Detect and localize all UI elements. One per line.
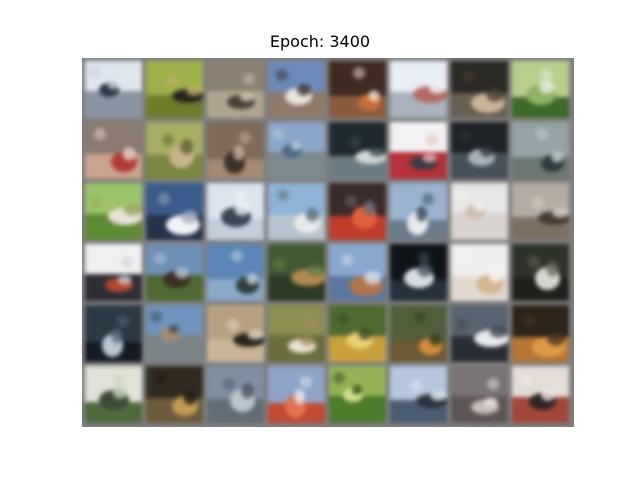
generated-sample [329, 305, 386, 362]
generated-sample [451, 122, 508, 179]
generated-sample [268, 244, 325, 301]
generated-sample [146, 305, 203, 362]
generated-sample [390, 366, 447, 423]
generated-sample [512, 366, 569, 423]
generated-sample [146, 183, 203, 240]
generated-sample [451, 305, 508, 362]
generated-sample [268, 61, 325, 118]
generated-sample [146, 366, 203, 423]
generated-sample [329, 366, 386, 423]
generated-sample [207, 122, 264, 179]
generated-sample [85, 305, 142, 362]
generated-sample [85, 183, 142, 240]
generated-sample [390, 122, 447, 179]
generated-sample [512, 183, 569, 240]
generated-sample [146, 244, 203, 301]
generated-sample [207, 183, 264, 240]
sample-grid [82, 58, 574, 427]
generated-sample [390, 61, 447, 118]
generated-sample [512, 61, 569, 118]
generated-sample [512, 122, 569, 179]
generated-sample [85, 122, 142, 179]
generated-sample [451, 183, 508, 240]
generated-sample [85, 61, 142, 118]
generated-sample [451, 61, 508, 118]
generated-sample [268, 183, 325, 240]
generated-sample [451, 244, 508, 301]
generated-sample [85, 244, 142, 301]
generated-sample [329, 244, 386, 301]
generated-sample [329, 122, 386, 179]
generated-sample [146, 61, 203, 118]
generated-sample [268, 122, 325, 179]
generated-sample [390, 183, 447, 240]
generated-sample [390, 244, 447, 301]
generated-sample [268, 305, 325, 362]
generated-sample [207, 366, 264, 423]
generated-sample [207, 61, 264, 118]
generated-sample [146, 122, 203, 179]
generated-sample [390, 305, 447, 362]
generated-sample [329, 183, 386, 240]
generated-sample [512, 244, 569, 301]
generated-sample [451, 366, 508, 423]
generated-sample [85, 366, 142, 423]
generated-sample [268, 366, 325, 423]
generated-sample [329, 61, 386, 118]
generated-sample [207, 305, 264, 362]
figure-title: Epoch: 3400 [269, 32, 371, 51]
generated-sample [207, 244, 264, 301]
generated-sample [512, 305, 569, 362]
